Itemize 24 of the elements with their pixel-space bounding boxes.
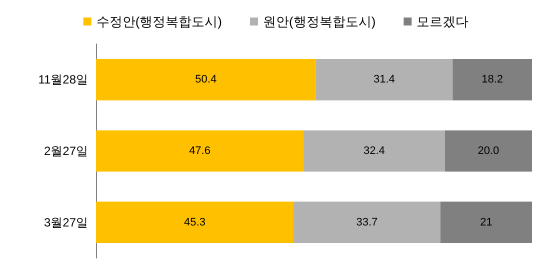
bar (96, 130, 304, 172)
bar (294, 202, 440, 244)
data-label: 47.6 (189, 145, 210, 157)
bar (452, 58, 532, 100)
data-label: 21 (480, 216, 492, 228)
bar (304, 130, 445, 172)
y-tick-label: 3월27일 (44, 215, 88, 230)
y-tick-label: 2월27일 (44, 144, 88, 158)
bar (316, 58, 453, 100)
bar (96, 202, 294, 244)
data-label: 45.3 (184, 216, 206, 228)
y-tick-label: 11월28일 (38, 72, 88, 87)
legend-label: 원안(행정복합도시) (263, 14, 376, 29)
data-label: 18.2 (482, 74, 504, 86)
data-label: 31.4 (373, 74, 395, 86)
data-label: 32.4 (363, 145, 385, 157)
legend-label: 수정안(행정복합도시) (96, 14, 222, 29)
data-label: 20.0 (478, 145, 500, 157)
data-label: 50.4 (195, 74, 217, 86)
data-label: 33.7 (356, 216, 378, 228)
legend-label: 모르겠다 (416, 14, 469, 29)
bar (96, 58, 316, 100)
bar (444, 130, 532, 172)
bar (440, 202, 532, 244)
